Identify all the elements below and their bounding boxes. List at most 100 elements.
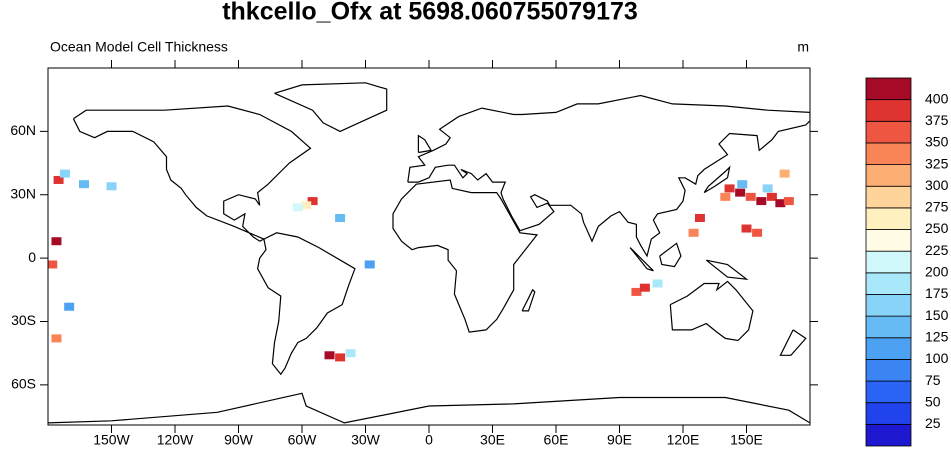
data-cell [783, 197, 794, 206]
data-cell [64, 302, 75, 311]
data-cell [752, 228, 763, 237]
data-cell [762, 184, 773, 193]
colorbar-label: 125 [925, 328, 949, 344]
colorbar-box [865, 315, 912, 339]
colorbar-label: 275 [925, 199, 949, 215]
data-cell [652, 279, 663, 288]
colorbar-label: 25 [925, 415, 941, 431]
colorbar-label: 350 [925, 134, 949, 150]
data-cell [51, 334, 62, 343]
coastline [392, 179, 539, 333]
coastline [72, 105, 312, 242]
coastline [407, 94, 810, 258]
x-tick-label: 90E [607, 432, 632, 448]
colorbar-box [865, 142, 912, 165]
title: thkcello_Ofx at 5698.060755079173 [222, 0, 638, 26]
data-cell [59, 169, 70, 178]
colorbar-label: 250 [925, 220, 949, 236]
colorbar-box [865, 99, 912, 122]
y-tick-label: 30S [11, 312, 36, 328]
data-cell [694, 213, 705, 222]
colorbar-box [865, 207, 912, 230]
colorbar-box [865, 380, 912, 404]
data-cell [741, 224, 752, 233]
data-cell [364, 260, 375, 269]
colorbar-label: 225 [925, 242, 949, 258]
colorbar-box [865, 423, 912, 447]
colorbar-label: 75 [925, 372, 941, 388]
colorbar-box [865, 359, 912, 382]
data-cell [737, 180, 748, 189]
data-cell [78, 180, 89, 189]
data-cell [779, 169, 790, 178]
coastline [417, 134, 433, 154]
colorbar-label: 375 [925, 112, 949, 128]
data-cell [335, 213, 346, 222]
x-tick-label: 30E [480, 432, 505, 448]
x-tick-label: 30W [351, 432, 381, 448]
x-tick-label: 90W [224, 432, 254, 448]
data-cell [735, 188, 746, 197]
colorbar-box [865, 120, 912, 144]
data-cell [307, 197, 318, 206]
data-cell [745, 192, 756, 201]
y-tick-label: 30N [10, 185, 36, 201]
colorbar-label: 200 [925, 264, 949, 280]
colorbar-label: 325 [925, 155, 949, 171]
y-tick-label: 60N [10, 122, 36, 138]
data-cell [724, 184, 735, 193]
coastline [703, 165, 731, 194]
x-tick-label: 120W [157, 432, 194, 448]
data-cell [301, 201, 312, 210]
colorbar-box [865, 337, 912, 360]
colorbar-label: 150 [925, 307, 949, 323]
coastline [521, 288, 536, 312]
coastline [669, 280, 754, 342]
data-cell [48, 260, 58, 269]
coastline [705, 259, 749, 281]
x-tick-label: 150E [730, 432, 763, 448]
x-tick-label: 60W [288, 432, 318, 448]
data-cell [335, 353, 346, 362]
coastline [48, 392, 810, 424]
data-cell [51, 237, 62, 246]
coastlines [48, 82, 810, 424]
data-cell [631, 287, 642, 296]
coastline [274, 82, 388, 133]
colorbar-box [865, 272, 912, 295]
data-cell [756, 197, 767, 206]
data-cell [775, 199, 786, 208]
coastline [659, 242, 682, 268]
units: m [797, 39, 809, 55]
colorbar-box [865, 185, 912, 209]
colorbar-label: 400 [925, 90, 949, 106]
colorbar-box [865, 294, 912, 317]
colorbar-box [865, 229, 912, 252]
colorbar-box [865, 402, 912, 425]
x-tick-label: 60E [544, 432, 569, 448]
x-tick-label: 150W [93, 432, 130, 448]
colorbar-box [865, 250, 912, 274]
subtitle: Ocean Model Cell Thickness [50, 39, 228, 55]
data-cell [324, 351, 335, 360]
data-cell [639, 283, 650, 292]
colorbar-label: 300 [925, 177, 949, 193]
colorbar-box [865, 164, 912, 187]
colorbar-label: 50 [925, 393, 941, 409]
colorbar-label: 175 [925, 285, 949, 301]
data-cell [720, 192, 731, 201]
x-tick-label: 120E [667, 432, 700, 448]
data-cell [345, 349, 356, 358]
y-tick-label: 60S [11, 376, 36, 392]
data-cell [106, 182, 117, 191]
coastline [256, 232, 356, 376]
coastline [779, 329, 807, 356]
coastline [629, 247, 654, 272]
y-tick-label: 0 [28, 249, 36, 265]
data-cell [53, 175, 64, 184]
x-tick-label: 0 [425, 432, 433, 448]
colorbar-label: 100 [925, 350, 949, 366]
data-cells [48, 169, 794, 362]
data-cell [688, 228, 699, 237]
